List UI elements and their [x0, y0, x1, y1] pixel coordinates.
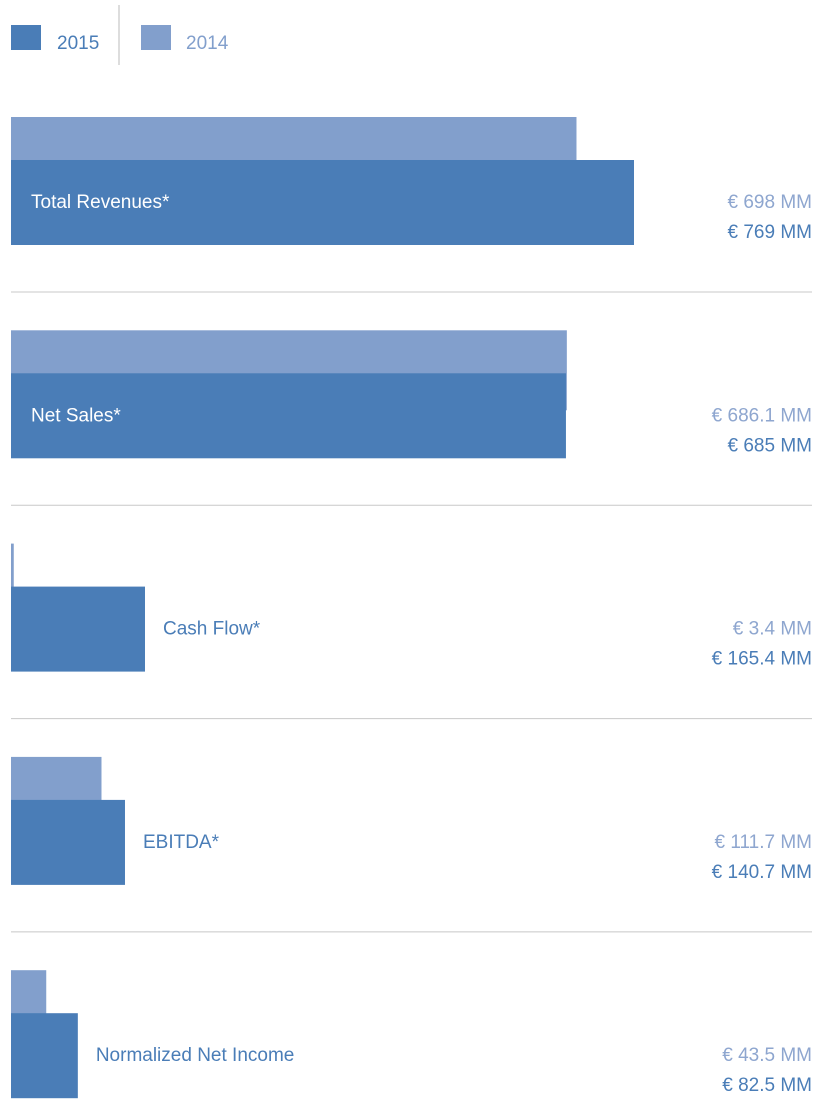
value-label-2014: € 3.4 MM	[733, 619, 812, 640]
value-label-2014: € 43.5 MM	[722, 1045, 812, 1066]
value-label-2014: € 698 MM	[728, 192, 812, 213]
category-label: Net Sales*	[31, 405, 121, 426]
value-label-2014: € 111.7 MM	[714, 832, 812, 853]
value-label-2015: € 165.4 MM	[712, 649, 812, 670]
category-label: EBITDA*	[143, 832, 220, 853]
value-label-2015: € 769 MM	[728, 222, 812, 243]
legend-swatch	[11, 25, 41, 50]
category-label: Cash Flow*	[163, 619, 261, 640]
value-label-2014: € 686.1 MM	[712, 405, 812, 426]
value-label-2015: € 140.7 MM	[712, 862, 812, 883]
bar-2015	[11, 373, 566, 459]
legend-label: 2014	[186, 33, 229, 54]
bar-2015	[11, 1013, 78, 1099]
bar-2015	[11, 586, 145, 672]
category-label: Total Revenues*	[31, 192, 170, 213]
value-label-2015: € 685 MM	[728, 435, 812, 456]
bar-2014	[11, 543, 14, 624]
category-label: Normalized Net Income	[96, 1045, 295, 1066]
bar-2015	[11, 799, 125, 885]
legend-swatch	[141, 25, 171, 50]
legend-label: 2015	[57, 33, 99, 54]
value-label-2015: € 82.5 MM	[722, 1075, 812, 1096]
bar-2015	[11, 160, 634, 245]
